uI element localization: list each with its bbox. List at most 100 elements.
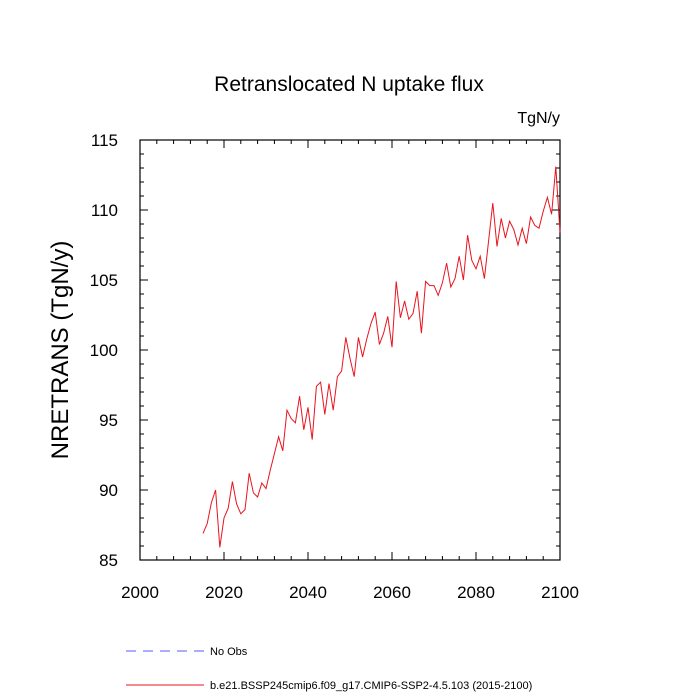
data-point <box>424 280 426 282</box>
data-point <box>454 277 456 279</box>
data-point <box>223 517 225 519</box>
data-point <box>277 436 279 438</box>
y-axis-label: NRETRANS (TgN/y) <box>47 241 74 460</box>
data-point <box>303 429 305 431</box>
data-point <box>370 322 372 324</box>
axis-ticks <box>139 139 561 561</box>
data-point <box>345 336 347 338</box>
data-point <box>433 284 435 286</box>
data-point <box>429 284 431 286</box>
data-point <box>408 318 410 320</box>
data-point <box>227 507 229 509</box>
data-point <box>374 311 376 313</box>
data-point <box>487 240 489 242</box>
data-point <box>315 385 317 387</box>
data-point <box>529 216 531 218</box>
data-point <box>462 279 464 281</box>
data-point <box>387 315 389 317</box>
data-point <box>420 332 422 334</box>
data-point <box>542 210 544 212</box>
data-point <box>441 282 443 284</box>
data-point <box>324 413 326 415</box>
data-point <box>202 532 204 534</box>
data-point <box>550 213 552 215</box>
plot-frame <box>139 139 561 561</box>
data-point <box>349 357 351 359</box>
y-tick-label: 115 <box>91 131 118 150</box>
data-point <box>336 375 338 377</box>
data-point <box>513 228 515 230</box>
y-tick-label: 105 <box>90 271 118 290</box>
data-point <box>340 370 342 372</box>
y-tick-label: 95 <box>99 411 118 430</box>
data-point <box>508 220 510 222</box>
data-point <box>538 227 540 229</box>
data-point <box>378 343 380 345</box>
data-point <box>546 196 548 198</box>
data-point <box>261 482 263 484</box>
data-point <box>416 290 418 292</box>
data-point <box>450 286 452 288</box>
y-tick-label: 110 <box>91 201 118 220</box>
data-point <box>521 227 523 229</box>
data-point <box>555 165 557 167</box>
x-tick-label: 2060 <box>373 583 411 602</box>
data-point <box>307 406 309 408</box>
data-point <box>366 338 368 340</box>
data-point <box>399 317 401 319</box>
data-point <box>319 381 321 383</box>
data-point <box>282 450 284 452</box>
data-point <box>265 487 267 489</box>
data-point <box>500 217 502 219</box>
data-point <box>559 231 561 233</box>
data-point <box>496 245 498 247</box>
data-point <box>298 395 300 397</box>
data-point <box>382 332 384 334</box>
data-point <box>206 522 208 524</box>
x-tick-label: 2100 <box>541 583 579 602</box>
data-point <box>517 244 519 246</box>
data-point <box>286 409 288 411</box>
y-tick-label: 85 <box>99 551 118 570</box>
data-point <box>290 417 292 419</box>
legend: No Obs b.e21.BSSP245cmip6.f09_g17.CMIP6-… <box>126 646 532 692</box>
data-point <box>240 513 242 515</box>
data-point <box>395 280 397 282</box>
data-point <box>361 356 363 358</box>
units-label: TgN/y <box>517 110 560 127</box>
data-point <box>219 546 221 548</box>
data-points <box>202 165 561 548</box>
data-point <box>437 294 439 296</box>
data-point <box>525 242 527 244</box>
x-tick-label: 2080 <box>457 583 495 602</box>
data-point <box>466 234 468 236</box>
data-point <box>412 312 414 314</box>
y-tick-label: 100 <box>90 341 118 360</box>
data-point <box>534 224 536 226</box>
data-point <box>353 375 355 377</box>
chart-title: Retranslocated N uptake flux <box>214 73 484 96</box>
legend-no-obs-label: No Obs <box>210 646 248 658</box>
data-point <box>445 262 447 264</box>
data-point <box>231 480 233 482</box>
legend-model-label: b.e21.BSSP245cmip6.f09_g17.CMIP6-SSP2-4.… <box>210 680 532 692</box>
data-point <box>475 268 477 270</box>
data-point <box>328 382 330 384</box>
data-point <box>210 501 212 503</box>
data-point <box>235 503 237 505</box>
data-point <box>492 202 494 204</box>
y-tick-label: 90 <box>99 481 118 500</box>
series-line <box>202 166 561 548</box>
x-tick-label: 2020 <box>205 583 243 602</box>
data-point <box>479 255 481 257</box>
data-point <box>332 409 334 411</box>
data-point <box>391 346 393 348</box>
data-point <box>256 496 258 498</box>
data-point <box>273 452 275 454</box>
tick-labels: 2000 2020 2040 2060 2080 2100 85 90 95 100 105 110 1… <box>90 131 579 602</box>
data-point <box>214 489 216 491</box>
data-point <box>252 492 254 494</box>
data-point <box>471 259 473 261</box>
data-point <box>248 472 250 474</box>
